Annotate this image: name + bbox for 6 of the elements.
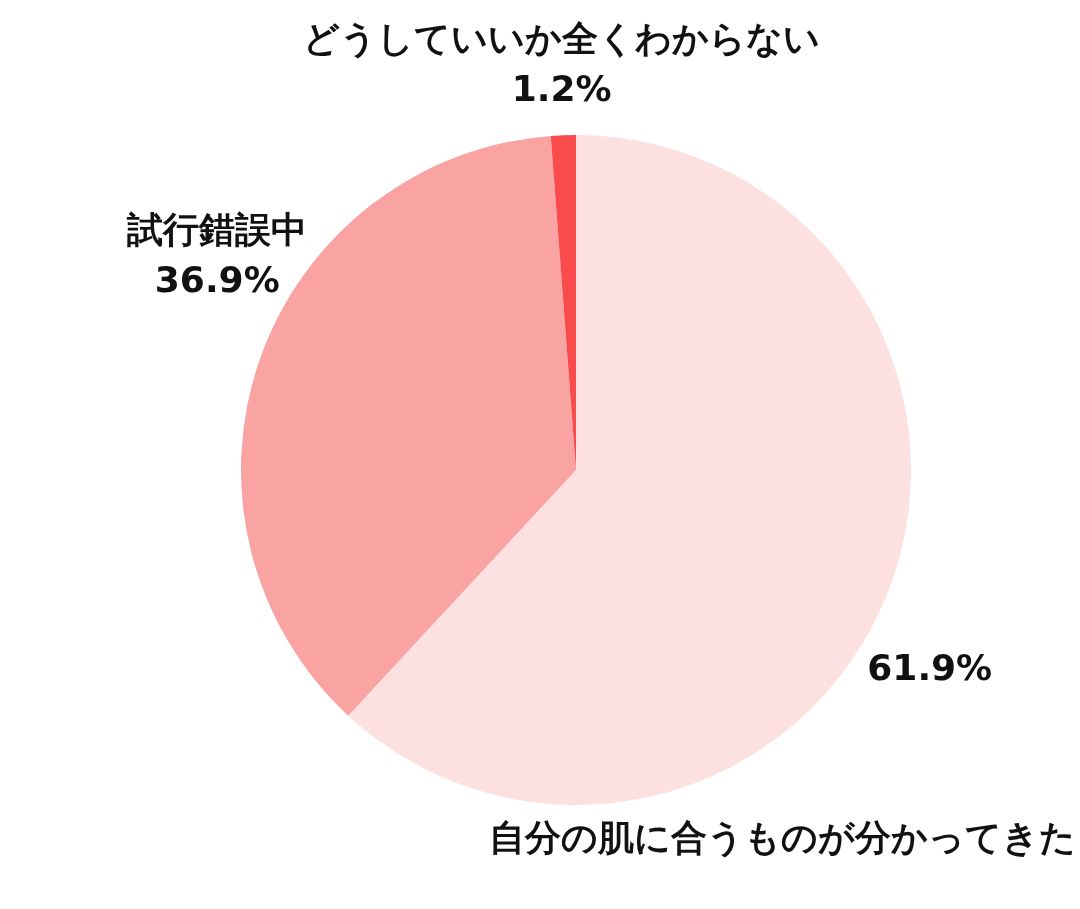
slice-label: 試行錯誤中 bbox=[126, 208, 308, 250]
data-label: 1.2% bbox=[511, 68, 612, 110]
slice-label: 自分の肌に合うものが分かってきた bbox=[488, 816, 1076, 858]
slice-label: どうしていいか全くわからない bbox=[303, 18, 821, 60]
data-label: 61.9% bbox=[867, 646, 993, 688]
data-label: 36.9% bbox=[154, 258, 280, 300]
